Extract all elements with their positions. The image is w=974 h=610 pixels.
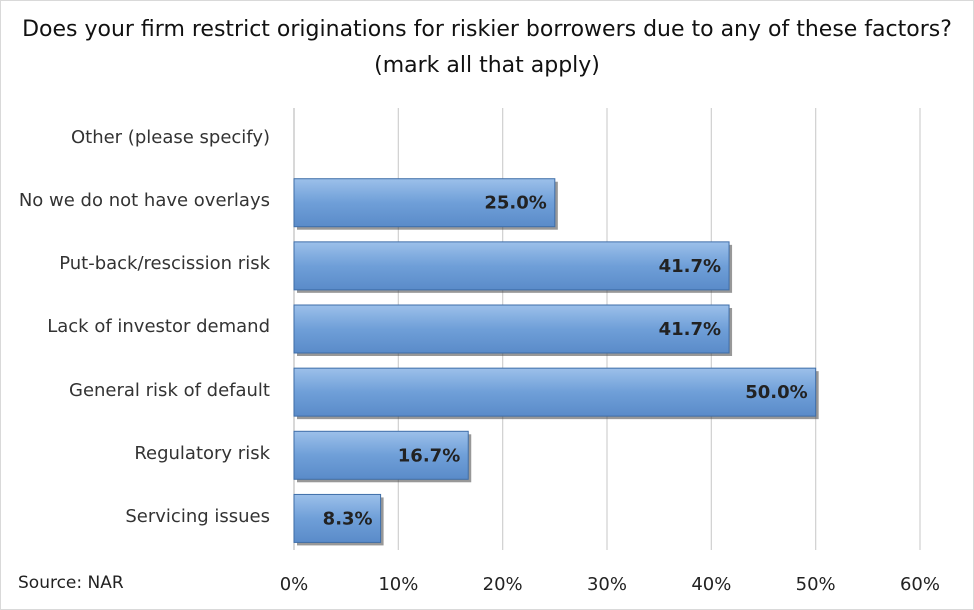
x-tick-label: 0% xyxy=(280,574,309,595)
bar xyxy=(293,367,817,417)
y-tick-label: No we do not have overlays xyxy=(18,190,270,212)
bar xyxy=(293,430,469,480)
y-tick-label: Regulatory risk xyxy=(134,442,270,464)
x-tick-label: 20% xyxy=(483,574,523,595)
y-tick-label: General risk of default xyxy=(69,379,270,401)
data-label: 25.0% xyxy=(484,193,546,214)
data-label: 41.7% xyxy=(659,319,721,340)
title-box: Does your firm restrict originations for… xyxy=(22,17,952,78)
data-label: 41.7% xyxy=(659,256,721,277)
bar xyxy=(293,304,730,354)
category-label-box: Servicing issues xyxy=(125,505,270,527)
category-label-box: Lack of investor demand xyxy=(47,316,270,338)
x-tick-label: 10% xyxy=(378,574,418,595)
bar xyxy=(293,493,382,543)
category-label-box: Put-back/rescission risk xyxy=(59,253,270,275)
category-label-box: Other (please specify) xyxy=(70,126,270,148)
chart-title: Does your firm restrict originations for… xyxy=(22,17,952,78)
y-tick-label: Other (please specify) xyxy=(70,126,270,148)
x-tick-label: 50% xyxy=(796,574,836,595)
category-label-box: General risk of default xyxy=(69,379,270,401)
y-tick-label: Lack of investor demand xyxy=(47,316,270,338)
y-tick-label: Servicing issues xyxy=(125,505,270,527)
x-tick-label: 60% xyxy=(900,574,940,595)
data-label: 50.0% xyxy=(745,382,807,403)
y-tick-label: Put-back/rescission risk xyxy=(59,253,270,275)
source-note: Source: NAR xyxy=(18,573,124,593)
x-tick-label: 40% xyxy=(691,574,731,595)
bar xyxy=(293,241,730,291)
category-label-box: No we do not have overlays xyxy=(18,190,270,212)
bar xyxy=(293,178,556,228)
category-label-box: Regulatory risk xyxy=(134,442,270,464)
data-label: 16.7% xyxy=(398,445,460,466)
x-tick-label: 30% xyxy=(587,574,627,595)
data-label: 8.3% xyxy=(323,508,373,529)
